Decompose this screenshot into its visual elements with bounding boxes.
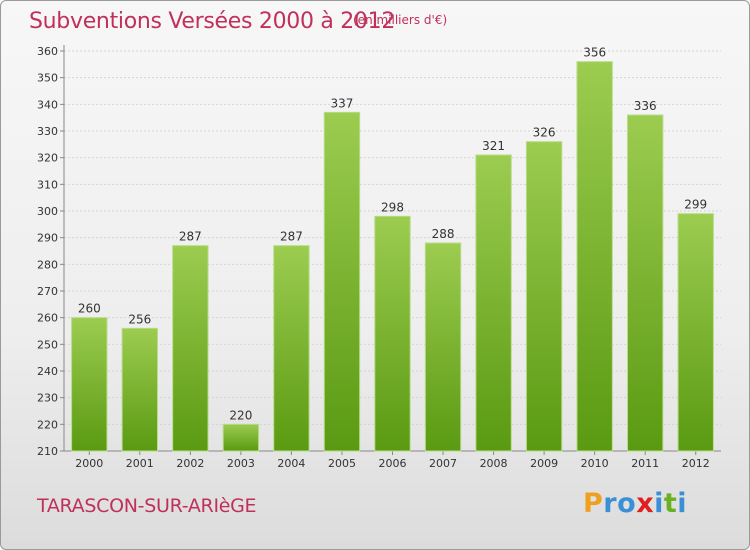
x-tick-label-2006: 2006 [379,457,407,470]
labels: 260 2000 256 2001 287 2002 220 2003 287 2004 337 20… [75,46,709,470]
bar-2011[interactable] [627,114,664,452]
x-tick-label-2004: 2004 [277,457,305,470]
y-tick-label: 220 [37,418,58,431]
value-label-2000: 260 [78,302,101,316]
x-tick-label-2012: 2012 [682,457,710,470]
y-tick-label: 300 [37,205,58,218]
bar-2002[interactable] [172,245,209,452]
x-tick-label-2005: 2005 [328,457,356,470]
y-tick-label: 310 [37,178,58,191]
bar-2006[interactable] [374,215,411,452]
bar-2001[interactable] [121,327,158,452]
bar-2010[interactable] [576,61,613,452]
logo-letter: x [636,488,655,519]
bar-2007[interactable] [424,242,462,452]
bar-2003[interactable] [222,423,260,452]
value-label-2008: 321 [482,139,505,153]
y-tick-label: 290 [37,232,58,245]
x-tick-label-2000: 2000 [75,457,103,470]
value-label-2005: 337 [331,96,354,110]
y-tick-label: 340 [37,98,58,111]
value-label-2004: 287 [280,230,303,244]
x-tick-label-2007: 2007 [429,457,457,470]
value-label-2001: 256 [128,312,151,326]
bar-2008[interactable] [475,154,512,452]
x-tick-label-2008: 2008 [480,457,508,470]
bar-2004[interactable] [273,245,310,452]
value-label-2009: 326 [533,126,556,140]
logo-letter: i [677,488,688,519]
bar-2012[interactable] [677,213,714,452]
x-tick-label-2009: 2009 [530,457,558,470]
y-tick-label: 210 [37,445,58,458]
y-tick-label: 260 [37,312,58,325]
logo-letter: P [583,488,604,519]
bar-2009[interactable] [525,141,563,452]
value-label-2012: 299 [684,198,707,212]
chart-title: Subventions Versées 2000 à 2012 [29,9,396,34]
logo-letter: r [603,488,618,519]
value-label-2003: 220 [229,408,252,422]
value-label-2002: 287 [179,230,202,244]
y-tick-label: 330 [37,125,58,138]
y-tick-label: 360 [37,45,58,58]
proxiti-logo[interactable]: Proxiti [583,488,687,519]
town-name: TARASCON-SUR-ARIèGE [37,495,257,517]
y-tick-label: 250 [37,338,58,351]
x-tick-label-2003: 2003 [227,457,255,470]
bar-2005[interactable] [323,111,361,452]
y-tick-label: 280 [37,258,58,271]
y-tick-label: 350 [37,72,58,85]
unit-note: (en milliers d'€) [353,13,448,27]
logo-letter: o [617,488,637,519]
y-tick-label: 270 [37,285,58,298]
y-tick-label: 240 [37,365,58,378]
y-tick-label: 230 [37,392,58,405]
x-tick-label-2010: 2010 [581,457,609,470]
bar-2000[interactable] [71,317,108,452]
value-label-2010: 356 [583,46,606,60]
bars [71,61,714,452]
value-label-2006: 298 [381,200,404,214]
x-tick-label-2001: 2001 [126,457,154,470]
x-tick-label-2011: 2011 [631,457,659,470]
logo-letter: i [654,488,664,519]
value-label-2007: 288 [432,227,455,241]
x-tick-label-2002: 2002 [176,457,204,470]
logo-letter: t [663,488,678,519]
y-tick-label: 320 [37,152,58,165]
value-label-2011: 336 [634,99,657,113]
